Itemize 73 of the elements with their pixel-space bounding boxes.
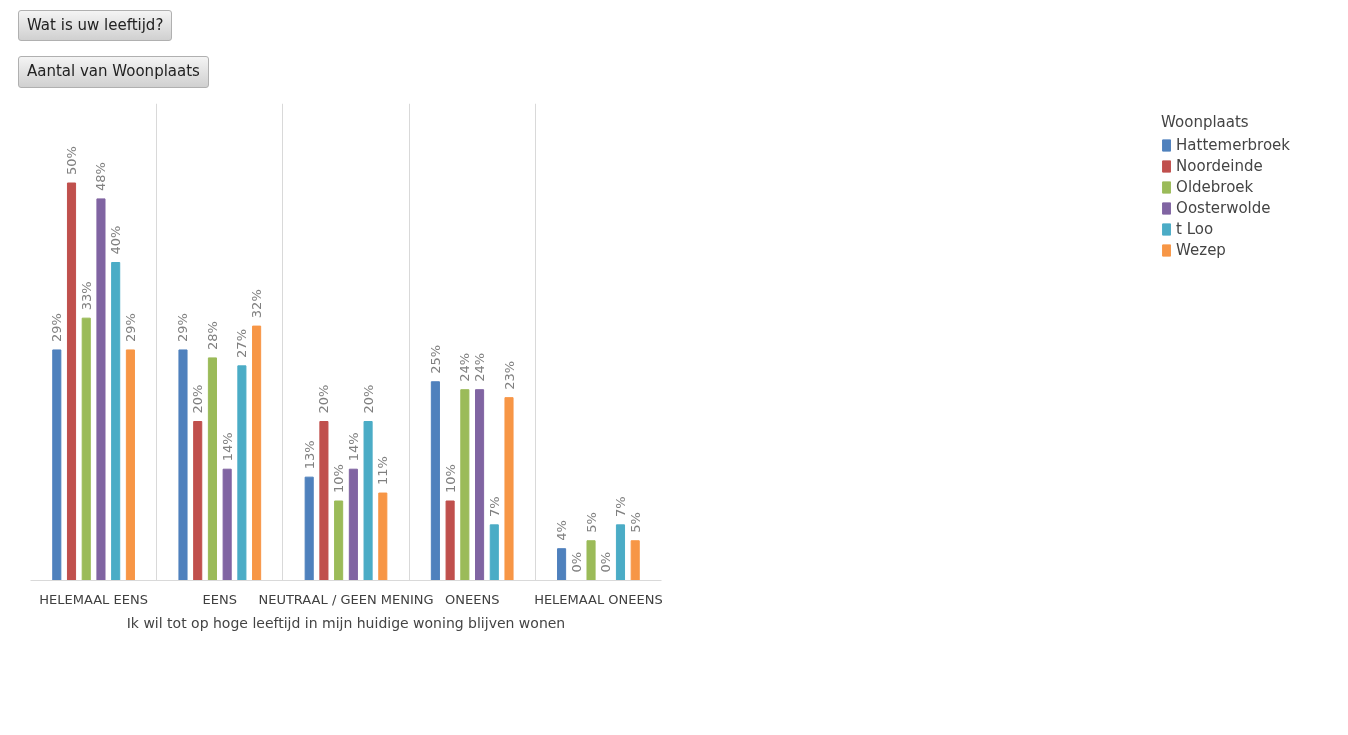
data-label: 29% xyxy=(175,312,191,342)
bar xyxy=(430,381,440,581)
legend-label: Wezep xyxy=(1176,240,1226,259)
bar xyxy=(460,389,470,581)
bar xyxy=(125,349,135,581)
data-label: 40% xyxy=(108,225,124,255)
bar xyxy=(111,261,121,581)
x-tick-label: HELEMAAL ONEENS xyxy=(534,591,663,607)
x-tick-label: ONEENS xyxy=(445,591,500,607)
bar xyxy=(475,389,485,581)
bar xyxy=(348,468,358,581)
bar xyxy=(52,349,62,581)
data-label: 32% xyxy=(249,289,265,318)
data-label: 0% xyxy=(598,551,614,573)
bar xyxy=(96,198,106,581)
data-label: 20% xyxy=(316,384,332,414)
bar xyxy=(334,500,344,581)
text: Aantal van Woonplaats xyxy=(27,61,200,83)
bar xyxy=(81,317,91,581)
data-label: 10% xyxy=(331,463,347,493)
data-label: 23% xyxy=(501,360,517,390)
bar xyxy=(222,468,232,581)
x-axis-title: Ik wil tot op hoge leeftijd in mijn huidige woning blijven wonen xyxy=(126,614,566,631)
bar xyxy=(304,476,314,581)
data-label: 50% xyxy=(64,145,80,175)
bar xyxy=(489,524,499,581)
bar xyxy=(630,540,640,581)
legend-label: Noordeinde xyxy=(1176,156,1263,175)
data-label: 48% xyxy=(93,161,109,191)
bar xyxy=(557,548,567,581)
text: Wat is uw leeftijd? xyxy=(27,15,164,36)
data-label: 29% xyxy=(49,312,65,342)
data-label: 11% xyxy=(375,456,391,485)
bar xyxy=(66,182,77,581)
bar xyxy=(193,420,203,581)
data-label: 7% xyxy=(486,496,502,517)
data-label: 14% xyxy=(219,432,235,462)
data-label: 20% xyxy=(360,384,376,414)
bar xyxy=(445,500,455,581)
bar xyxy=(178,349,188,581)
data-label: 25% xyxy=(427,344,443,374)
x-tick-label: NEUTRAAL / GEEN MENING xyxy=(258,591,434,607)
legend-title: Woonplaats xyxy=(1161,112,1250,131)
x-tick-label: EENS xyxy=(202,591,237,607)
data-label: 10% xyxy=(442,463,458,493)
legend-label: Oosterwolde xyxy=(1176,198,1271,217)
legend-label: t Loo xyxy=(1176,219,1214,238)
data-label: 4% xyxy=(554,519,570,541)
data-label: 0% xyxy=(568,551,584,573)
data-label: 13% xyxy=(301,440,317,470)
data-label: 5% xyxy=(627,512,643,533)
data-label: 14% xyxy=(345,432,361,462)
legend-label: Hattemerbroek xyxy=(1176,135,1290,154)
data-label: 24% xyxy=(457,352,473,382)
data-label: 33% xyxy=(78,281,94,311)
bar xyxy=(207,357,217,581)
data-label: 24% xyxy=(472,352,488,382)
bar xyxy=(586,540,596,581)
data-label: 27% xyxy=(234,328,250,358)
bar xyxy=(504,396,514,581)
data-label: 5% xyxy=(583,512,599,533)
bar xyxy=(319,420,329,581)
bar xyxy=(252,325,262,581)
data-label: 7% xyxy=(612,496,628,517)
bar xyxy=(615,524,626,581)
data-label: 29% xyxy=(122,312,138,342)
legend-label: Oldebroek xyxy=(1176,177,1254,196)
bar xyxy=(237,365,247,581)
x-tick-label: HELEMAAL EENS xyxy=(39,591,148,607)
data-label: 20% xyxy=(190,384,206,414)
bar xyxy=(363,420,373,581)
bar xyxy=(378,492,388,581)
data-label: 28% xyxy=(204,320,220,350)
